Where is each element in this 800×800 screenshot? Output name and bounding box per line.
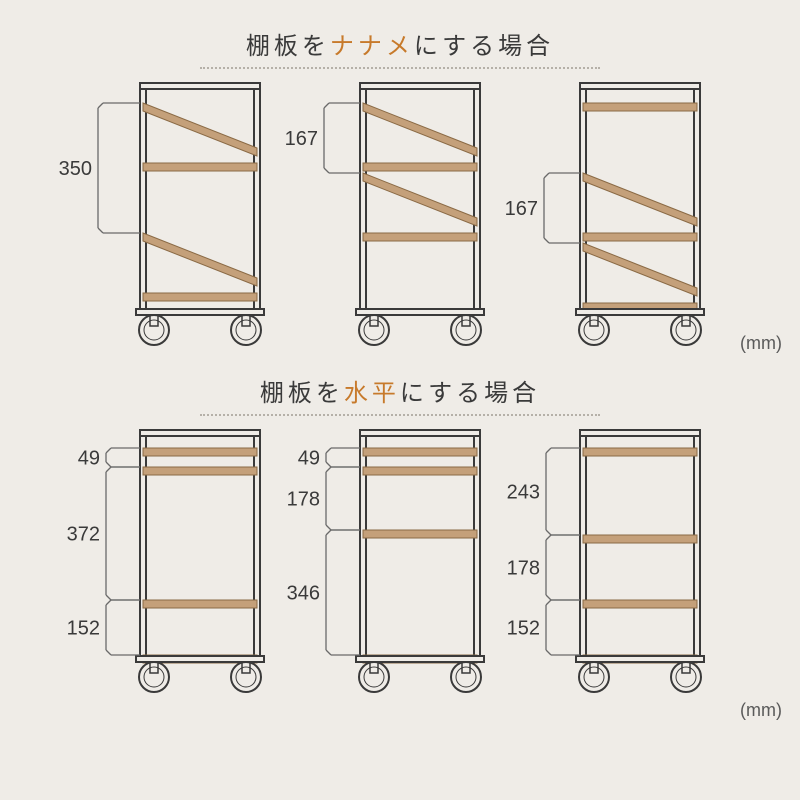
section2-diagram: 49 372 152 49 178 346 243 178 152 (mm) — [0, 416, 800, 736]
section1-title-accent: ナナメ — [330, 33, 414, 60]
svg-text:178: 178 — [287, 489, 320, 511]
section2-title: 棚板を水平にする場合 — [0, 373, 800, 408]
section2-title-pre: 棚板を — [260, 380, 344, 407]
svg-text:350: 350 — [59, 158, 92, 180]
svg-text:167: 167 — [285, 128, 318, 150]
svg-text:(mm): (mm) — [740, 700, 782, 720]
svg-text:49: 49 — [298, 448, 320, 470]
svg-text:243: 243 — [507, 482, 540, 504]
section1-diagram: 350 167 167 (mm) — [0, 69, 800, 369]
svg-text:152: 152 — [67, 618, 100, 640]
svg-text:49: 49 — [78, 448, 100, 470]
svg-text:152: 152 — [507, 618, 540, 640]
section2-title-post: にする場合 — [400, 380, 540, 407]
section1-title-pre: 棚板を — [246, 33, 330, 60]
svg-text:(mm): (mm) — [740, 333, 782, 353]
svg-text:167: 167 — [505, 198, 538, 220]
section1-title: 棚板をナナメにする場合 — [0, 26, 800, 61]
section2-title-accent: 水平 — [344, 380, 400, 407]
section1-title-post: にする場合 — [414, 33, 554, 60]
svg-text:372: 372 — [67, 524, 100, 546]
svg-text:346: 346 — [287, 583, 320, 605]
svg-text:178: 178 — [507, 558, 540, 580]
